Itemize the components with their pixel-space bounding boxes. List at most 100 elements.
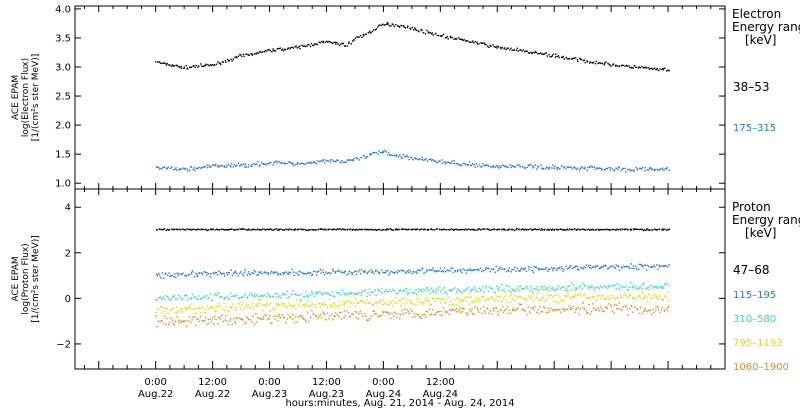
proton-data-point xyxy=(668,228,670,230)
proton-data-point xyxy=(298,228,300,230)
electron-data-point xyxy=(235,56,238,58)
proton-data-point xyxy=(241,318,243,320)
proton-data-point xyxy=(619,294,621,296)
proton-data-point xyxy=(363,289,365,292)
proton-data-point xyxy=(262,318,265,320)
proton-data-point xyxy=(165,323,167,325)
proton-data-point xyxy=(360,300,362,302)
proton-data-point xyxy=(510,271,512,273)
proton-data-point xyxy=(370,269,372,271)
proton-data-point xyxy=(638,295,641,297)
electron-data-point xyxy=(353,39,355,41)
proton-data-point xyxy=(344,315,347,317)
proton-data-point xyxy=(457,289,460,291)
proton-data-point xyxy=(585,297,588,299)
electron-data-point xyxy=(166,63,168,65)
proton-data-point xyxy=(606,228,608,230)
proton-data-point xyxy=(380,287,383,290)
proton-data-point xyxy=(541,285,543,288)
electron-data-point xyxy=(214,164,216,167)
electron-data-point xyxy=(373,151,375,154)
proton-data-point xyxy=(243,271,246,273)
proton-data-point xyxy=(530,307,533,309)
proton-data-point xyxy=(370,291,372,293)
electron-data-point xyxy=(465,40,468,42)
proton-data-point xyxy=(291,268,293,271)
proton-data-point xyxy=(527,306,529,308)
electron-data-point xyxy=(449,35,452,38)
proton-data-point xyxy=(501,301,503,303)
electron-y-ticks: 1.01.52.02.53.03.54.0 xyxy=(55,4,725,190)
electron-data-point xyxy=(569,166,571,168)
proton-data-point xyxy=(602,228,604,231)
proton-data-point xyxy=(396,272,399,274)
proton-data-point xyxy=(234,307,236,309)
electron-data-point xyxy=(547,167,549,169)
proton-data-point xyxy=(366,272,368,275)
proton-data-point xyxy=(204,228,207,231)
proton-data-point xyxy=(412,228,414,231)
electron-data-point xyxy=(397,156,400,158)
electron-data-point xyxy=(488,46,490,48)
electron-data-point xyxy=(227,58,229,61)
proton-data-point xyxy=(344,228,347,231)
proton-data-point xyxy=(255,304,257,307)
proton-data-point xyxy=(443,271,445,273)
proton-data-point xyxy=(310,305,312,307)
electron-data-point xyxy=(430,158,432,160)
electron-data-point xyxy=(167,166,169,168)
electron-data-point xyxy=(404,156,406,158)
electron-data-point xyxy=(516,164,518,166)
proton-data-point xyxy=(640,306,642,309)
electron-data-point xyxy=(227,163,229,165)
proton-data-point xyxy=(563,308,565,310)
proton-data-point xyxy=(527,266,530,268)
proton-data-point xyxy=(451,267,454,269)
proton-data-point xyxy=(273,271,275,273)
proton-data-point xyxy=(603,229,605,231)
electron-data-point xyxy=(520,49,522,51)
proton-data-point xyxy=(283,303,285,305)
proton-data-point xyxy=(373,291,375,293)
proton-data-point xyxy=(660,265,663,267)
proton-data-point xyxy=(248,304,250,306)
proton-data-point xyxy=(244,295,246,297)
proton-data-point xyxy=(319,269,322,271)
electron-data-point xyxy=(598,167,600,169)
proton-data-point xyxy=(158,228,160,230)
proton-data-point xyxy=(630,304,632,307)
proton-data-point xyxy=(334,315,336,317)
proton-data-point xyxy=(666,229,668,231)
proton-data-point xyxy=(320,303,323,305)
electron-data-point xyxy=(378,150,380,152)
proton-data-point xyxy=(598,294,601,296)
proton-data-point xyxy=(180,273,182,276)
proton-data-point xyxy=(504,295,506,297)
proton-data-point xyxy=(331,305,334,307)
proton-data-point xyxy=(464,228,467,230)
electron-data-point xyxy=(348,159,351,161)
proton-data-point xyxy=(502,297,504,300)
proton-data-point xyxy=(338,315,340,318)
proton-data-point xyxy=(469,289,472,291)
proton-data-point xyxy=(547,228,549,231)
electron-data-point xyxy=(579,57,581,60)
electron-data-point xyxy=(421,29,423,32)
proton-data-point xyxy=(231,295,233,297)
proton-data-point xyxy=(423,272,425,275)
electron-data-point xyxy=(335,43,337,45)
proton-data-point xyxy=(316,274,318,276)
proton-data-point xyxy=(583,294,585,296)
proton-data-point xyxy=(378,302,380,304)
proton-data-point xyxy=(394,229,396,231)
proton-data-point xyxy=(276,271,278,273)
electron-data-point xyxy=(573,57,575,60)
proton-data-point xyxy=(653,228,656,230)
proton-data-point xyxy=(231,306,233,309)
proton-data-point xyxy=(286,228,288,231)
electron-data-point xyxy=(383,24,385,26)
proton-data-point xyxy=(259,299,262,302)
electron-data-point xyxy=(338,44,341,47)
electron-data-point xyxy=(313,161,316,163)
proton-data-point xyxy=(172,307,175,310)
